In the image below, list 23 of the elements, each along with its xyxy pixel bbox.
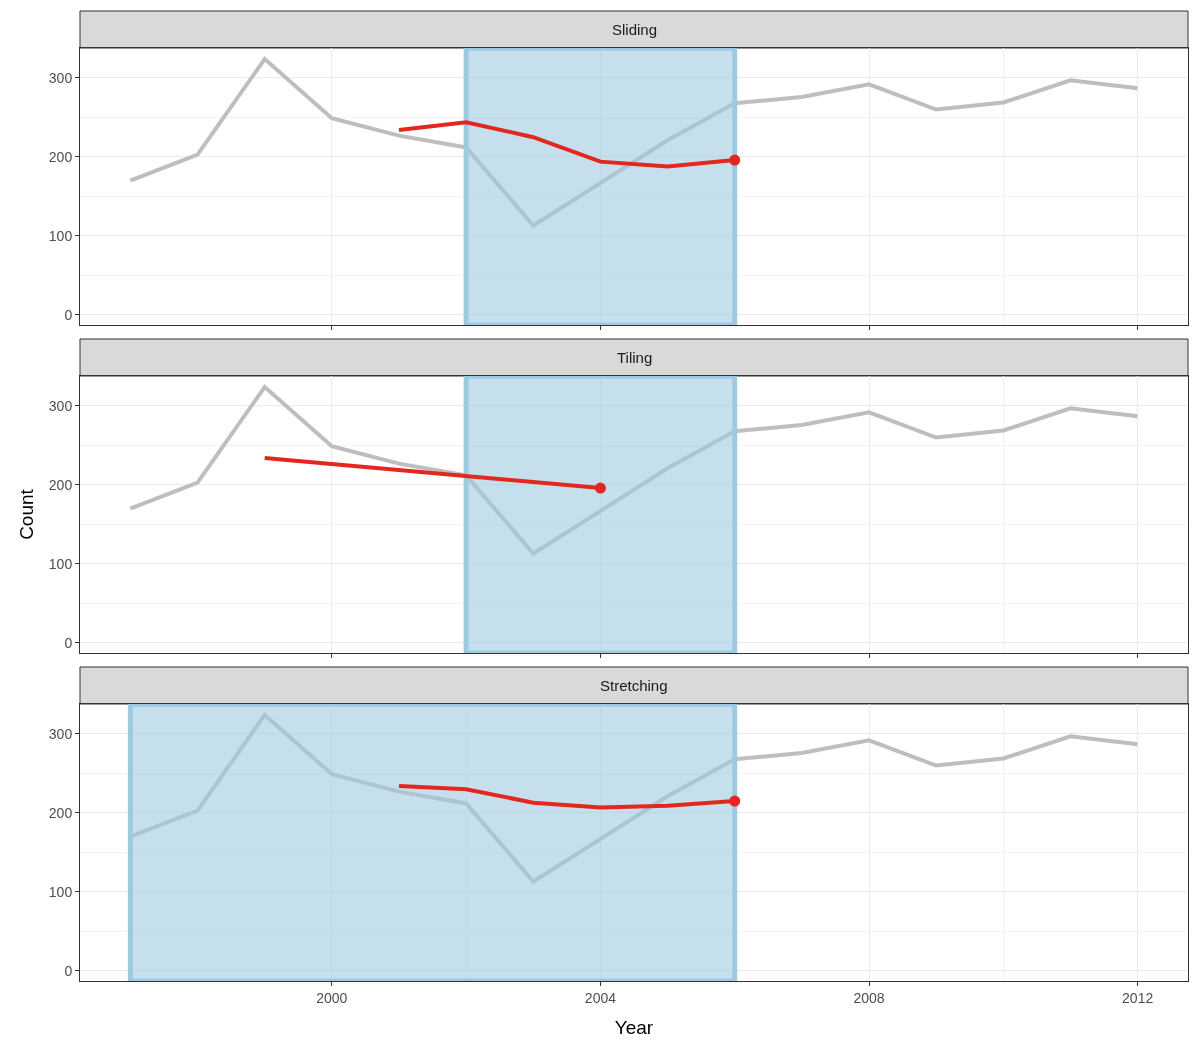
- y-tick-label: 100: [48, 883, 73, 900]
- x-tick-label: 2004: [584, 989, 617, 1006]
- y-tick-label: 200: [48, 148, 73, 165]
- x-axis-title: Year: [614, 1016, 654, 1038]
- chart-title: Sliding: [612, 21, 658, 38]
- y-tick-label: 0: [64, 306, 73, 323]
- y-axis-title: Count: [15, 488, 37, 540]
- chart-title: Tiling: [617, 349, 653, 366]
- y-tick-label: 100: [48, 227, 73, 244]
- y-tick-label: 0: [64, 962, 73, 979]
- x-tick-label: 2000: [316, 989, 348, 1006]
- y-tick-label: 300: [48, 397, 73, 414]
- x-tick-label: 2008: [853, 989, 885, 1006]
- x-tick-label: 2012: [1122, 989, 1154, 1006]
- y-tick-label: 300: [48, 69, 73, 86]
- y-tick-label: 100: [48, 555, 73, 572]
- y-tick-label: 300: [48, 725, 73, 742]
- y-tick-label: 0: [64, 634, 73, 651]
- line-series: [128, 57, 1140, 228]
- y-tick-label: 200: [48, 804, 73, 821]
- line-series: [128, 385, 1140, 556]
- y-tick-label: 200: [48, 476, 73, 493]
- chart-title: Stretching: [600, 677, 668, 694]
